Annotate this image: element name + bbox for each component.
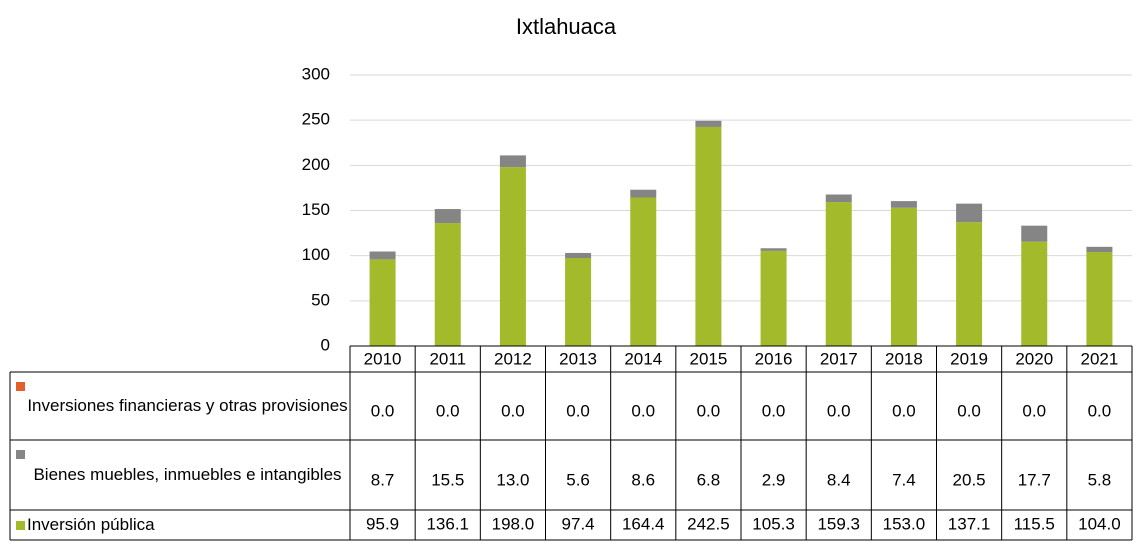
bar-segment <box>1086 246 1113 253</box>
x-tick-label: 2011 <box>429 349 466 368</box>
y-tick-label: 100 <box>302 245 330 264</box>
legend-cell: Bienes muebles, inmuebles e intangibles <box>12 440 348 510</box>
x-tick-label: 2015 <box>690 349 728 368</box>
data-label: 8.4 <box>827 470 851 489</box>
bar-segment <box>760 248 787 251</box>
y-tick-label: 50 <box>311 290 330 309</box>
x-tick-label: 2021 <box>1081 349 1119 368</box>
data-label: 7.4 <box>892 470 916 489</box>
x-tick-label: 2014 <box>624 349 662 368</box>
data-label: 242.5 <box>687 514 730 533</box>
data-label: 159.3 <box>817 514 860 533</box>
bar-segment <box>369 259 396 346</box>
bar-segment <box>565 252 592 259</box>
legend-swatch <box>16 382 25 391</box>
data-label: 0.0 <box>957 401 981 420</box>
data-label: 105.3 <box>752 514 795 533</box>
x-tick-label: 2017 <box>820 349 858 368</box>
bar-segment <box>1021 225 1048 242</box>
bar-segment <box>434 209 461 224</box>
y-tick-label: 0 <box>321 335 330 354</box>
bar-segment <box>890 207 917 346</box>
data-label: 0.0 <box>1022 401 1046 420</box>
bar-segment <box>956 203 983 223</box>
legend-cell: Inversión pública <box>12 510 348 540</box>
bar-segment <box>369 251 396 260</box>
data-label: 0.0 <box>566 401 590 420</box>
data-label: 5.6 <box>566 470 590 489</box>
data-label: 17.7 <box>1018 470 1051 489</box>
x-tick-label: 2018 <box>885 349 923 368</box>
legend-item: Inversión pública <box>12 510 348 540</box>
data-label: 104.0 <box>1078 514 1121 533</box>
bar-segment <box>825 194 852 203</box>
y-tick-label: 200 <box>302 155 330 174</box>
bar-segment <box>1021 241 1048 346</box>
data-label: 0.0 <box>436 401 460 420</box>
data-label: 137.1 <box>948 514 991 533</box>
data-label: 2.9 <box>762 470 786 489</box>
data-label: 115.5 <box>1014 514 1055 533</box>
data-label: 15.5 <box>431 470 464 489</box>
data-label: 198.0 <box>492 514 535 533</box>
data-label: 0.0 <box>1088 401 1112 420</box>
legend-item: Bienes muebles, inmuebles e intangibles <box>12 440 348 510</box>
x-tick-label: 2010 <box>364 349 402 368</box>
x-tick-label: 2019 <box>950 349 988 368</box>
y-tick-label: 300 <box>302 64 330 83</box>
data-label: 95.9 <box>366 514 399 533</box>
data-label: 0.0 <box>827 401 851 420</box>
data-label: 8.7 <box>371 470 395 489</box>
data-label: 0.0 <box>501 401 525 420</box>
x-tick-label: 2013 <box>559 349 597 368</box>
bar-segment <box>630 197 657 346</box>
data-label: 0.0 <box>762 401 786 420</box>
legend-cell: Inversiones financieras y otras provisio… <box>12 372 348 440</box>
legend-swatch <box>16 520 25 530</box>
bar-segment <box>499 167 526 346</box>
bar-segment <box>890 201 917 208</box>
bar-segment <box>760 250 787 346</box>
legend-item: Inversiones financieras y otras provisio… <box>12 372 348 440</box>
data-label: 5.8 <box>1088 470 1112 489</box>
y-tick-label: 250 <box>302 110 330 129</box>
bar-segment <box>630 189 657 198</box>
data-label: 0.0 <box>697 401 721 420</box>
x-tick-label: 2016 <box>755 349 793 368</box>
data-label: 0.0 <box>371 401 395 420</box>
bar-segment <box>695 126 722 346</box>
data-label: 97.4 <box>562 514 595 533</box>
data-label: 8.6 <box>631 470 655 489</box>
bar-segment <box>499 155 526 168</box>
data-label: 6.8 <box>697 470 721 489</box>
bar-segment <box>956 222 983 346</box>
bar-segment <box>1086 252 1113 346</box>
x-tick-label: 2020 <box>1015 349 1053 368</box>
bar-segment <box>825 202 852 346</box>
data-label: 164.4 <box>622 514 665 533</box>
data-label: 0.0 <box>892 401 916 420</box>
chart-title: Ixtlahuaca <box>516 14 617 39</box>
y-tick-label: 150 <box>302 200 330 219</box>
data-label: 20.5 <box>953 470 986 489</box>
legend-label: Inversión pública <box>27 515 155 534</box>
x-tick-label: 2012 <box>494 349 532 368</box>
data-label: 153.0 <box>883 514 926 533</box>
bar-segment <box>434 223 461 346</box>
data-label: 0.0 <box>631 401 655 420</box>
legend-label: Bienes muebles, inmuebles e intangibles <box>33 465 342 484</box>
legend-swatch <box>16 450 25 459</box>
data-label: 136.1 <box>426 514 469 533</box>
bar-segment <box>695 120 722 127</box>
data-label: 13.0 <box>496 470 529 489</box>
legend-label: Inversiones financieras y otras provisio… <box>27 396 348 415</box>
bar-segment <box>565 258 592 346</box>
